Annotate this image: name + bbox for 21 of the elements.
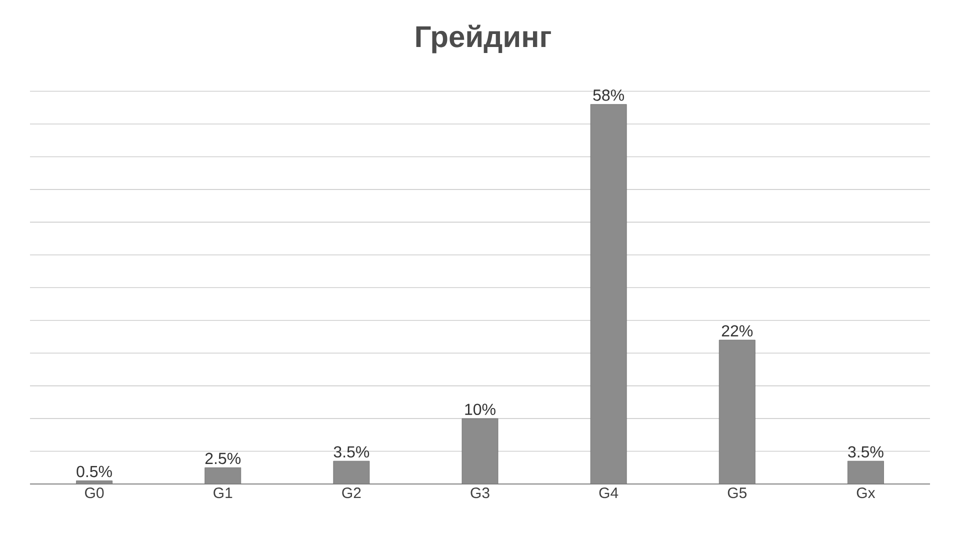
x-tick-label: Gx (856, 488, 876, 498)
data-label: 3.5% (334, 446, 370, 458)
data-label: 2.5% (205, 452, 241, 464)
bar (590, 104, 627, 484)
data-label: 0.5% (76, 466, 112, 478)
chart-title: Грейдинг (416, 24, 551, 54)
data-label: 10% (465, 404, 496, 416)
bar (204, 467, 242, 484)
data-label: 3.5% (848, 446, 884, 458)
data-label: 22% (722, 325, 753, 336)
x-tick-label: G3 (470, 488, 490, 498)
bar (462, 418, 498, 484)
x-tick-label: G4 (599, 488, 618, 498)
bar (848, 460, 884, 484)
x-tick-label: G0 (85, 488, 104, 498)
bar (718, 340, 756, 484)
x-tick-label: G2 (342, 488, 361, 498)
data-label: 58% (593, 90, 624, 101)
bar (333, 460, 370, 484)
x-tick-label: G5 (728, 488, 747, 498)
x-tick-label: G1 (214, 488, 232, 498)
